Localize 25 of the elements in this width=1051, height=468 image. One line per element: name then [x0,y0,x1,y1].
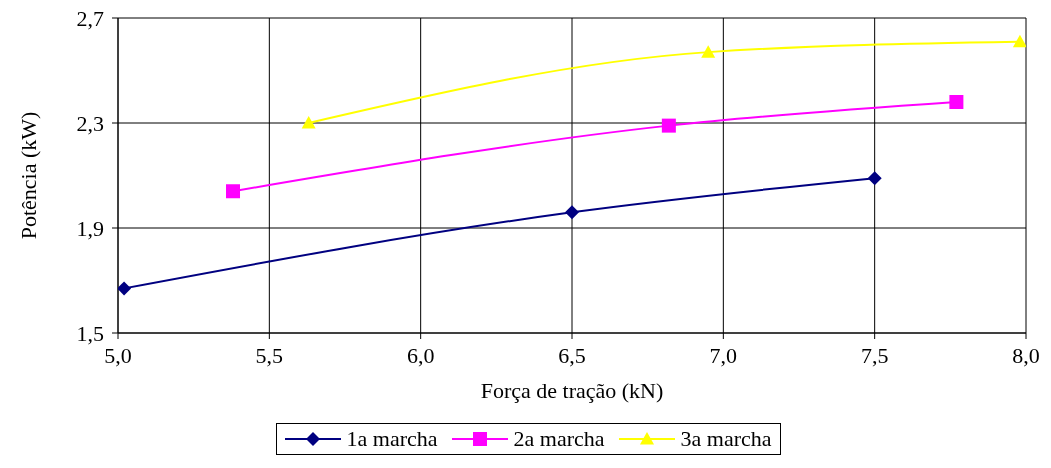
point [118,281,132,296]
x-tick-label: 6,5 [558,342,586,368]
x-tick-label: 8,0 [1012,342,1040,368]
x-axis-title: Força de tração (kN) [480,378,664,403]
point [701,45,716,58]
x-tick-label: 7,0 [709,342,738,368]
point [226,184,241,199]
legend-label: 1a marcha [346,426,438,452]
y-tick-label: 1,5 [76,320,104,346]
point [301,116,316,129]
x-tick-label: 5,0 [104,342,132,368]
point [1012,34,1026,48]
y-tick-label: 2,3 [76,110,104,136]
x-tick-label: 7,5 [860,342,889,368]
point [565,205,579,220]
y-tick-label: 2,7 [76,5,104,31]
y-axis-title: Potência (kW) [15,111,41,240]
point [867,171,882,186]
x-tick-label: 6,0 [406,342,435,368]
point [949,95,964,109]
legend-label: 3a marcha [680,426,772,452]
x-tick-label: 5,5 [255,342,284,368]
point [661,118,676,133]
y-tick-label: 1,9 [76,215,104,241]
legend-label: 2a marcha [513,426,605,452]
